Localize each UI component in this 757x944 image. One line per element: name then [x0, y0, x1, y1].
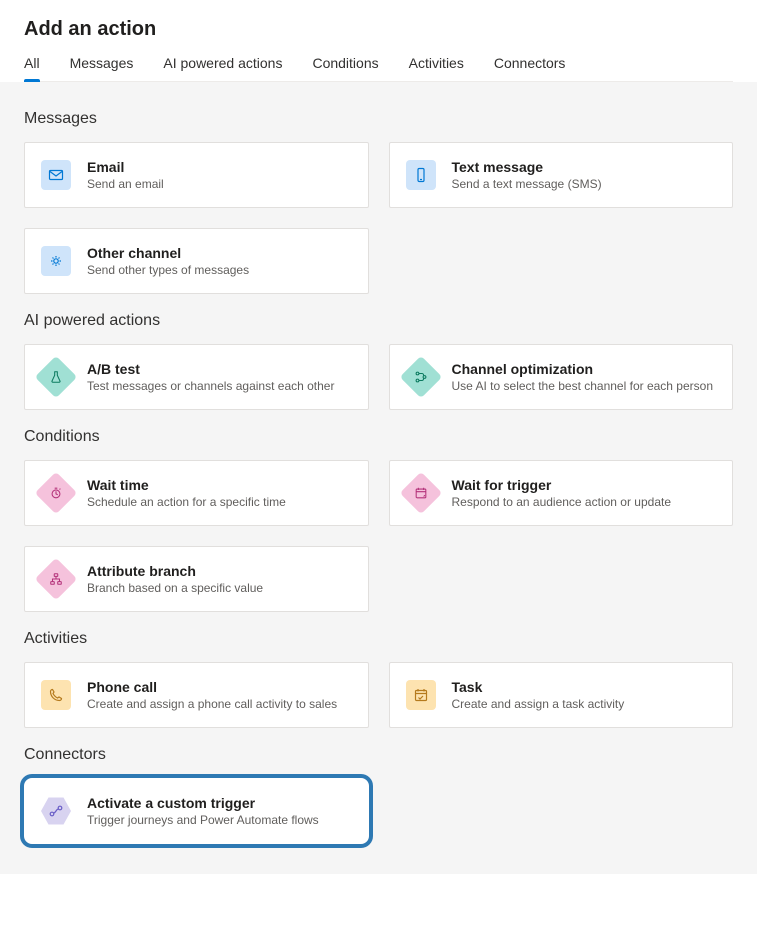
- card-title: Channel optimization: [452, 361, 717, 377]
- action-card-activate-custom-trigger[interactable]: Activate a custom trigger Trigger journe…: [24, 778, 369, 844]
- card-desc: Test messages or channels against each o…: [87, 379, 352, 393]
- calendar-icon: [414, 486, 428, 500]
- stopwatch-icon: [49, 486, 63, 500]
- card-desc: Send a text message (SMS): [452, 177, 717, 191]
- section-heading-conditions: Conditions: [24, 428, 733, 446]
- tab-all[interactable]: All: [24, 55, 40, 81]
- action-card-attribute-branch[interactable]: Attribute branch Branch based on a speci…: [24, 546, 369, 612]
- card-desc: Trigger journeys and Power Automate flow…: [87, 813, 352, 827]
- tab-connectors[interactable]: Connectors: [494, 55, 566, 81]
- other-channel-icon: [48, 253, 64, 269]
- tab-ai-powered-actions[interactable]: AI powered actions: [163, 55, 282, 81]
- action-card-wait-for-trigger[interactable]: Wait for trigger Respond to an audience …: [389, 460, 734, 526]
- tab-messages[interactable]: Messages: [70, 55, 134, 81]
- page-title: Add an action: [24, 18, 733, 41]
- card-desc: Schedule an action for a specific time: [87, 495, 352, 509]
- card-title: Wait for trigger: [452, 477, 717, 493]
- tree-icon: [49, 572, 63, 586]
- card-desc: Respond to an audience action or update: [452, 495, 717, 509]
- tab-activities[interactable]: Activities: [409, 55, 464, 81]
- flask-icon: [49, 370, 63, 384]
- card-title: Text message: [452, 159, 717, 175]
- card-title: Phone call: [87, 679, 352, 695]
- action-card-email[interactable]: Email Send an email: [24, 142, 369, 208]
- card-title: Wait time: [87, 477, 352, 493]
- card-desc: Send an email: [87, 177, 352, 191]
- card-desc: Use AI to select the best channel for ea…: [452, 379, 717, 393]
- card-title: Task: [452, 679, 717, 695]
- section-heading-activities: Activities: [24, 630, 733, 648]
- action-card-ab-test[interactable]: A/B test Test messages or channels again…: [24, 344, 369, 410]
- tab-conditions[interactable]: Conditions: [312, 55, 378, 81]
- task-icon: [413, 687, 429, 703]
- card-title: Attribute branch: [87, 563, 352, 579]
- phone-call-icon: [48, 687, 64, 703]
- action-card-phone-call[interactable]: Phone call Create and assign a phone cal…: [24, 662, 369, 728]
- branch-icon: [414, 370, 428, 384]
- tab-bar: All Messages AI powered actions Conditio…: [24, 55, 733, 82]
- section-heading-connectors: Connectors: [24, 746, 733, 764]
- card-desc: Branch based on a specific value: [87, 581, 352, 595]
- action-card-wait-time[interactable]: Wait time Schedule an action for a speci…: [24, 460, 369, 526]
- action-card-channel-optimization[interactable]: Channel optimization Use AI to select th…: [389, 344, 734, 410]
- section-heading-ai: AI powered actions: [24, 312, 733, 330]
- card-desc: Send other types of messages: [87, 263, 352, 277]
- card-desc: Create and assign a task activity: [452, 697, 717, 711]
- content-area: Messages Email Send an email Text messag…: [0, 82, 757, 874]
- card-title: Activate a custom trigger: [87, 795, 352, 811]
- email-icon: [48, 167, 64, 183]
- card-desc: Create and assign a phone call activity …: [87, 697, 352, 711]
- section-heading-messages: Messages: [24, 110, 733, 128]
- card-title: Email: [87, 159, 352, 175]
- card-title: A/B test: [87, 361, 352, 377]
- card-title: Other channel: [87, 245, 352, 261]
- action-card-text-message[interactable]: Text message Send a text message (SMS): [389, 142, 734, 208]
- action-card-task[interactable]: Task Create and assign a task activity: [389, 662, 734, 728]
- flow-icon: [48, 803, 64, 819]
- phone-icon: [413, 167, 429, 183]
- action-card-other-channel[interactable]: Other channel Send other types of messag…: [24, 228, 369, 294]
